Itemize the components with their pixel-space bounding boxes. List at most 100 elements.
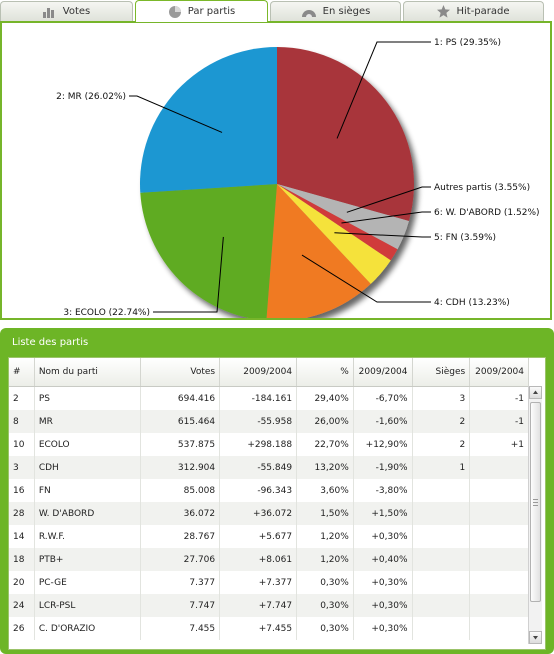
row-party-name: C. D'ORAZIO	[34, 617, 142, 640]
table-row[interactable]: 14 R.W.F. 28.767 +5.677 1,20% +0,30%	[9, 525, 529, 548]
row-rank: 2	[9, 386, 35, 410]
row-votes-diff: +7.747	[219, 594, 298, 617]
row-rank: 3	[9, 456, 35, 479]
row-percent: 1,50%	[296, 502, 354, 525]
row-seats-diff	[469, 479, 529, 502]
row-party-name: PS	[34, 386, 142, 410]
pie-slice[interactable]	[277, 47, 414, 221]
row-percent: 29,40%	[296, 386, 354, 410]
slice-leader-line	[341, 211, 431, 224]
col-header-party[interactable]: Nom du parti	[34, 358, 142, 387]
row-votes: 694.416	[140, 386, 221, 410]
row-percent: 13,20%	[296, 456, 354, 479]
pie-slice[interactable]	[277, 184, 409, 250]
row-percent-diff: +1,50%	[353, 502, 413, 525]
row-votes-diff: +36.072	[219, 502, 298, 525]
table-row[interactable]: 16 FN 85.008 -96.343 3,60% -3,80%	[9, 479, 529, 502]
row-rank: 20	[9, 571, 35, 594]
row-percent: 26,00%	[296, 410, 354, 433]
row-votes-diff: -184.161	[219, 386, 298, 410]
row-votes-diff: +5.677	[219, 525, 298, 548]
slice-leader-line	[346, 186, 431, 213]
row-seats: 1	[412, 456, 471, 479]
row-seats-diff	[469, 548, 529, 571]
row-seats	[412, 502, 471, 525]
row-seats-diff	[469, 594, 529, 617]
party-table: # Nom du parti Votes 2009/2004 % 2009/20…	[9, 358, 529, 640]
row-rank: 10	[9, 433, 35, 456]
row-rank: 18	[9, 548, 35, 571]
row-rank: 26	[9, 617, 35, 640]
pie-slice[interactable]	[277, 184, 391, 284]
tab-par-partis[interactable]: Par partis	[135, 0, 268, 22]
row-votes: 7.747	[140, 594, 221, 617]
row-party-name: R.W.F.	[34, 525, 142, 548]
row-seats: 2	[412, 433, 471, 456]
pie-slice[interactable]	[140, 184, 277, 318]
row-seats-diff: +1	[469, 433, 529, 456]
hemicycle-icon	[301, 9, 316, 17]
row-seats-diff	[469, 456, 529, 479]
row-percent: 1,20%	[296, 548, 354, 571]
row-percent: 0,30%	[296, 594, 354, 617]
table-scrollbar[interactable]	[528, 386, 542, 644]
pie-slice[interactable]	[139, 47, 277, 193]
tab-en-sieges[interactable]: En sièges	[270, 1, 401, 21]
row-percent: 0,30%	[296, 571, 354, 594]
row-seats-diff: -1	[469, 386, 529, 410]
tab-hit-parade[interactable]: Hit-parade	[403, 1, 544, 21]
row-seats	[412, 594, 471, 617]
scroll-up-button[interactable]	[529, 386, 542, 399]
tab-votes[interactable]: Votes	[0, 1, 133, 21]
table-row[interactable]: 10 ECOLO 537.875 +298.188 22,70% +12,90% 2 +1	[9, 433, 529, 456]
slice-label: 5: FN (3.59%)	[434, 233, 496, 243]
row-rank: 24	[9, 594, 35, 617]
row-votes-diff: -96.343	[219, 479, 298, 502]
table-row[interactable]: 8 MR 615.464 -55.958 26,00% -1,60% 2 -1	[9, 410, 529, 433]
table-row[interactable]: 3 CDH 312.904 -55.849 13,20% -1,90% 1	[9, 456, 529, 479]
col-header-percent[interactable]: %	[296, 358, 354, 387]
party-table-container: # Nom du parti Votes 2009/2004 % 2009/20…	[8, 357, 546, 650]
bar-chart-icon	[42, 7, 54, 18]
slice-leader-line	[301, 254, 431, 303]
scroll-down-button[interactable]	[529, 631, 542, 644]
row-votes-diff: -55.958	[219, 410, 298, 433]
row-percent-diff: -1,90%	[353, 456, 413, 479]
scroll-thumb[interactable]	[530, 402, 541, 602]
row-votes: 537.875	[140, 433, 221, 456]
table-row[interactable]: 26 C. D'ORAZIO 7.455 +7.455 0,30% +0,30%	[9, 617, 529, 640]
table-row[interactable]: 2 PS 694.416 -184.161 29,40% -6,70% 3 -1	[9, 386, 529, 410]
row-seats	[412, 571, 471, 594]
row-percent-diff: +0,30%	[353, 594, 413, 617]
row-seats-diff: -1	[469, 410, 529, 433]
row-party-name: PTB+	[34, 548, 142, 571]
row-votes: 7.455	[140, 617, 221, 640]
table-row[interactable]: 24 LCR-PSL 7.747 +7.747 0,30% +0,30%	[9, 594, 529, 617]
row-votes: 312.904	[140, 456, 221, 479]
row-party-name: ECOLO	[34, 433, 142, 456]
row-party-name: CDH	[34, 456, 142, 479]
row-percent: 3,60%	[296, 479, 354, 502]
col-header-seats[interactable]: Sièges	[412, 358, 471, 387]
row-percent-diff: +12,90%	[353, 433, 413, 456]
tab-label: Votes	[62, 6, 91, 17]
tab-label: Par partis	[187, 6, 236, 17]
table-row[interactable]: 20 PC-GE 7.377 +7.377 0,30% +0,30%	[9, 571, 529, 594]
row-votes-diff: +298.188	[219, 433, 298, 456]
row-seats: 3	[412, 386, 471, 410]
col-header-rank[interactable]: #	[9, 358, 35, 387]
col-header-percent-diff[interactable]: 2009/2004	[353, 358, 413, 387]
col-header-seats-diff[interactable]: 2009/2004	[469, 358, 529, 387]
col-header-votes-diff[interactable]: 2009/2004	[219, 358, 298, 387]
pie-chart: 1: PS (29.35%) Autres partis (3.55%) 6: W.…	[56, 38, 540, 318]
row-rank: 28	[9, 502, 35, 525]
row-percent: 0,30%	[296, 617, 354, 640]
row-seats-diff	[469, 502, 529, 525]
table-row[interactable]: 28 W. D'ABORD 36.072 +36.072 1,50% +1,50%	[9, 502, 529, 525]
pie-slice[interactable]	[277, 184, 398, 261]
col-header-votes[interactable]: Votes	[140, 358, 221, 387]
row-votes: 615.464	[140, 410, 221, 433]
pie-slice[interactable]	[266, 184, 371, 318]
table-row[interactable]: 18 PTB+ 27.706 +8.061 1,20% +0,40%	[9, 548, 529, 571]
row-party-name: PC-GE	[34, 571, 142, 594]
